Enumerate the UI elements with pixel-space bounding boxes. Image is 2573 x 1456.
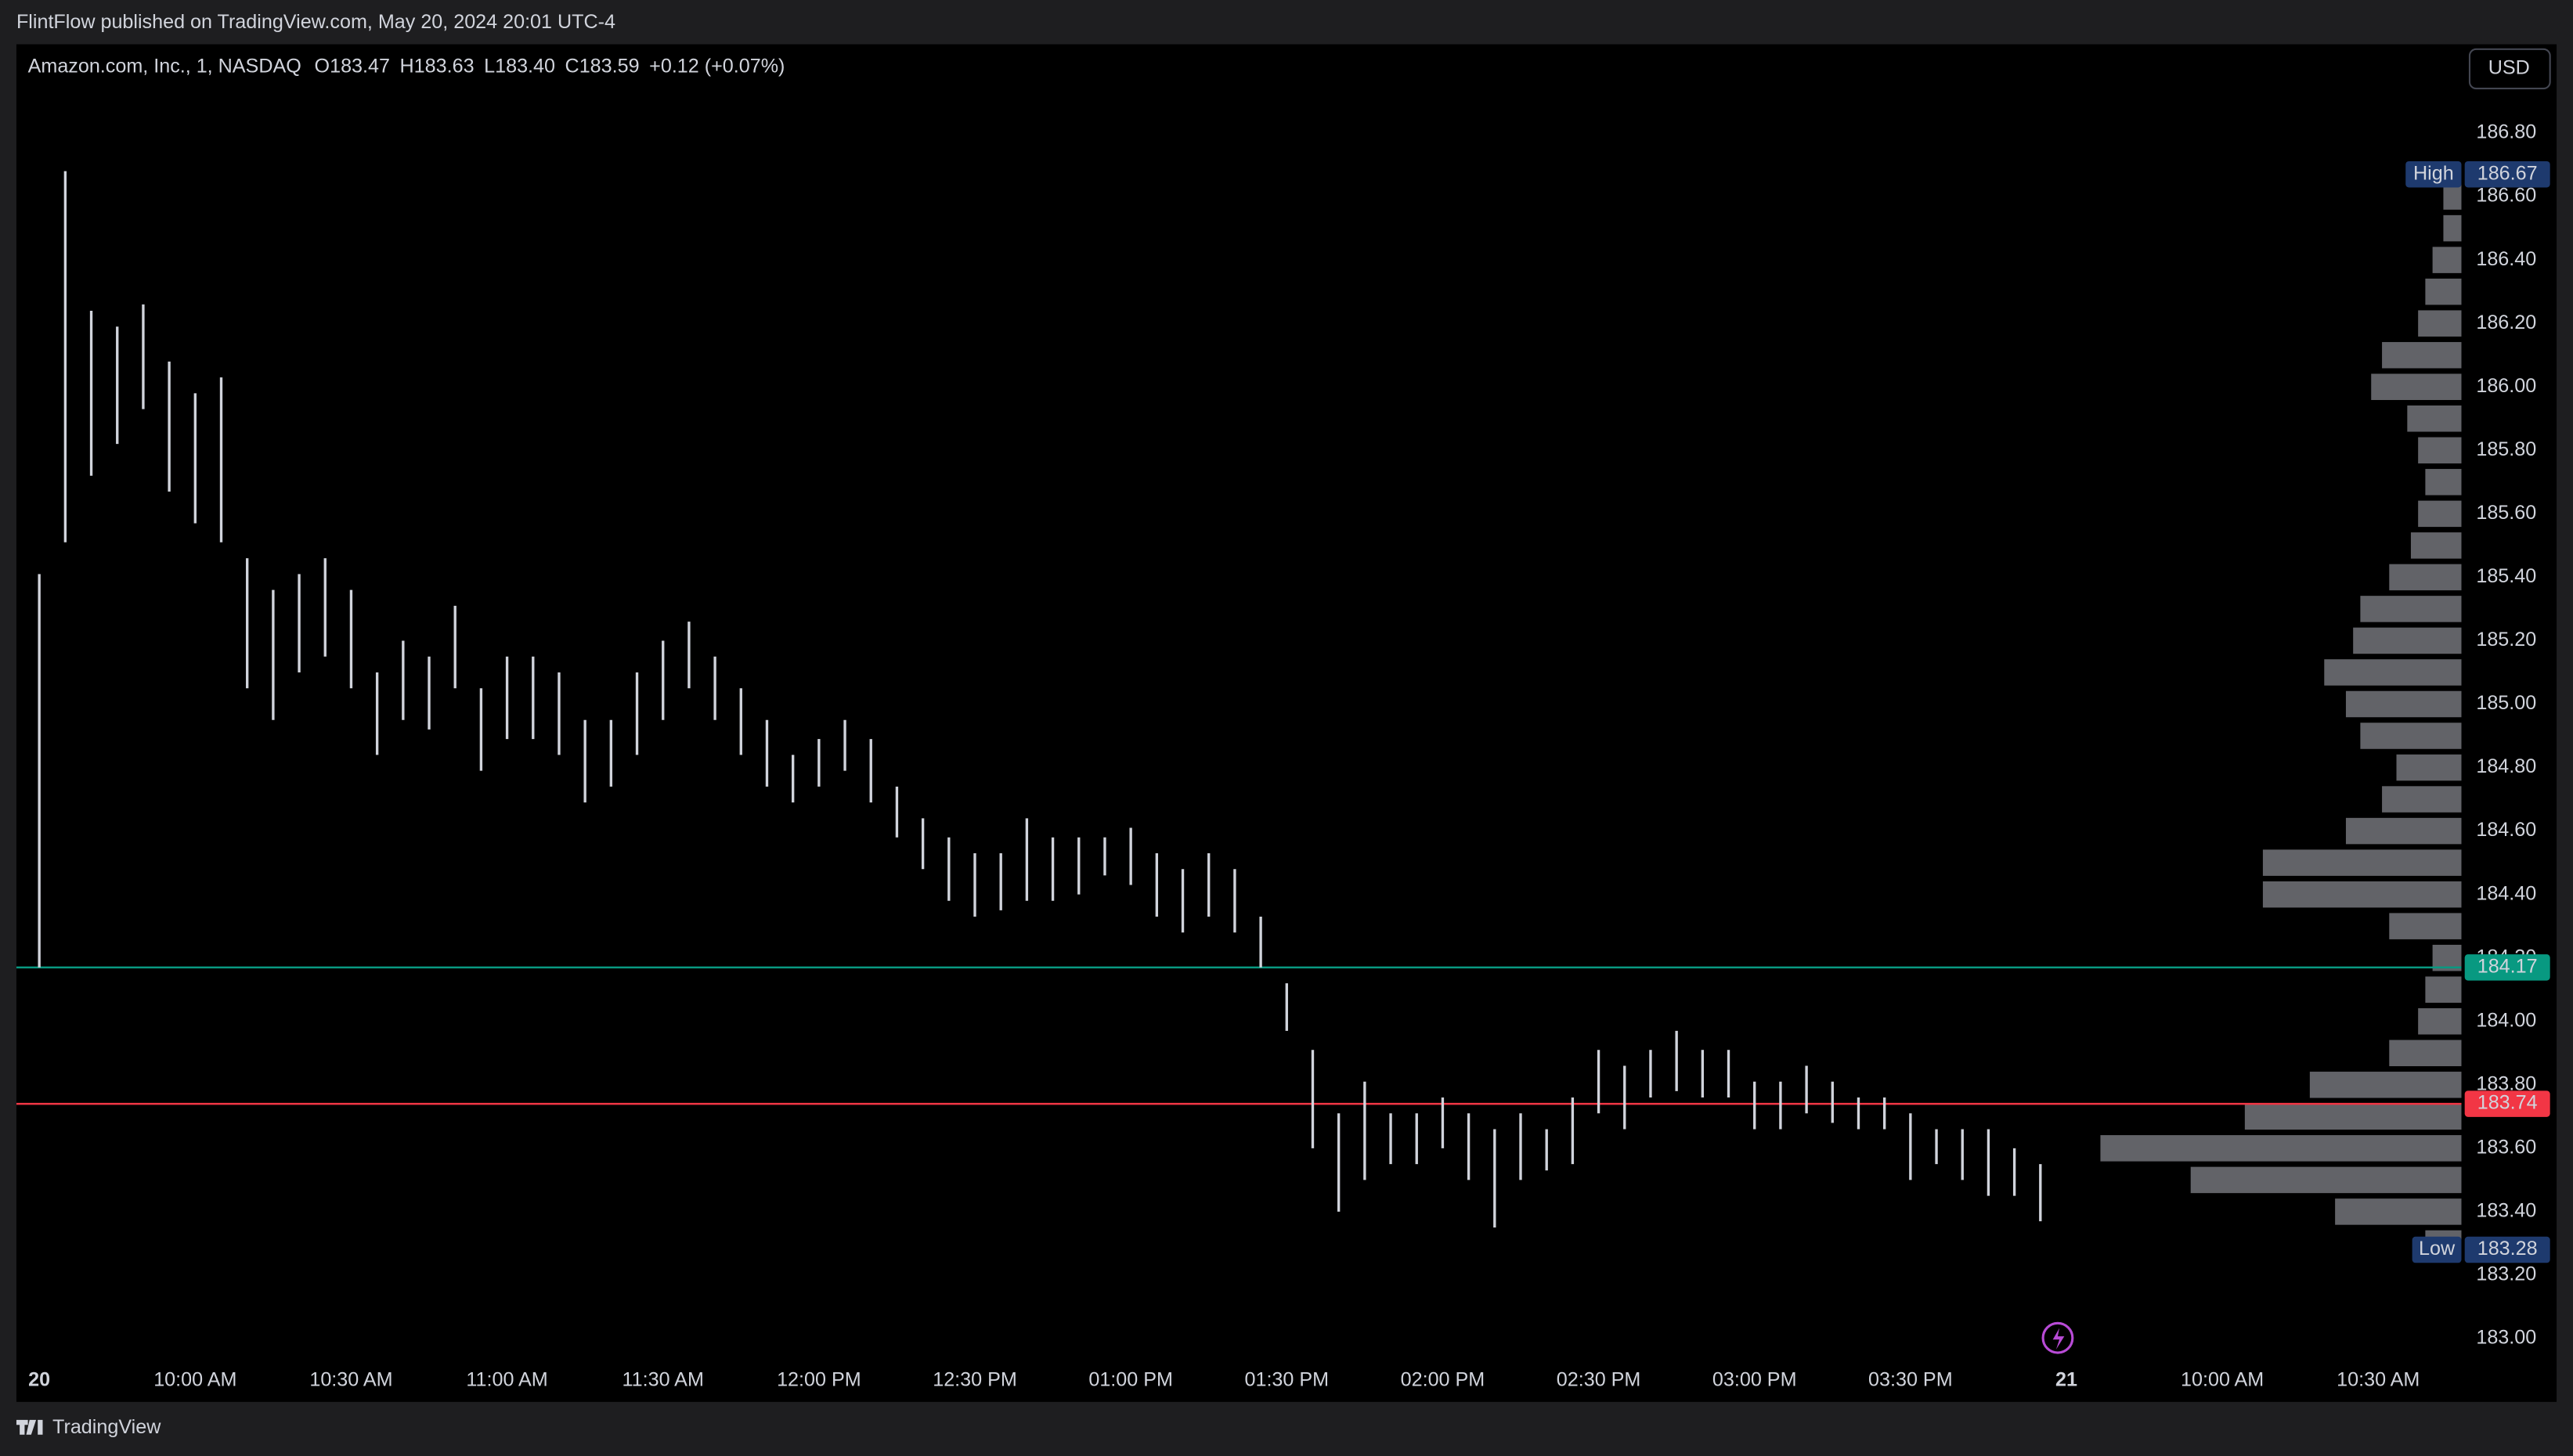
volume-profile-bar xyxy=(2418,500,2462,528)
volume-profile-bar xyxy=(2407,405,2462,432)
volume-profile-bar xyxy=(2425,976,2462,1003)
volume-profile-bar xyxy=(2418,310,2462,337)
x-tick-label: 11:00 AM xyxy=(466,1368,547,1390)
x-tick-label: 02:00 PM xyxy=(1401,1368,1485,1390)
high-tag xyxy=(2464,160,2550,188)
y-tick-label: 186.00 xyxy=(2476,375,2536,397)
high-label-box xyxy=(2405,160,2462,188)
y-tick-label: 184.60 xyxy=(2476,819,2536,841)
volume-profile-bar xyxy=(2432,247,2462,273)
low-label-box xyxy=(2412,1236,2462,1263)
volume-profile-bar xyxy=(2425,278,2462,305)
x-tick-label: 12:30 PM xyxy=(933,1368,1017,1390)
volume-profile-bar xyxy=(2360,596,2462,622)
y-tick-label: 186.60 xyxy=(2476,185,2536,207)
low-label: Low xyxy=(2419,1238,2456,1260)
x-tick-label: 03:00 PM xyxy=(1712,1368,1797,1390)
x-tick-label: 10:00 AM xyxy=(2181,1368,2264,1390)
volume-profile-bar xyxy=(2382,786,2462,813)
volume-profile-bar xyxy=(2262,881,2462,908)
ohlc-value: L183.40 xyxy=(484,56,555,77)
low-tag xyxy=(2464,1236,2550,1263)
y-tick-label: 183.20 xyxy=(2476,1263,2536,1285)
ohlc-value: O183.47 xyxy=(315,56,390,77)
y-tick-label: 185.20 xyxy=(2476,629,2536,651)
y-tick-label: 183.00 xyxy=(2476,1327,2536,1349)
footer: TradingView xyxy=(52,1416,161,1438)
volume-profile-bar xyxy=(2100,1135,2462,1162)
ohlc-value: +0.12 (+0.07%) xyxy=(649,56,785,77)
price-tag-label: 183.74 xyxy=(2477,1092,2538,1114)
x-tick-label: 11:30 AM xyxy=(622,1368,704,1390)
volume-profile-bar xyxy=(2371,373,2462,400)
volume-profile-bar xyxy=(2353,627,2462,654)
volume-profile-bar xyxy=(2262,849,2462,876)
volume-profile-bar xyxy=(2382,341,2462,369)
x-tick-label: 21 xyxy=(2055,1368,2077,1390)
x-tick-label: 03:30 PM xyxy=(1868,1368,1953,1390)
publisher: FlintFlow published on TradingView.com, … xyxy=(16,11,615,33)
y-tick-label: 184.80 xyxy=(2476,755,2536,777)
x-tick-label: 01:00 PM xyxy=(1088,1368,1173,1390)
y-tick-label: 185.40 xyxy=(2476,565,2536,587)
y-tick-label: 185.00 xyxy=(2476,692,2536,714)
y-tick-label: 184.40 xyxy=(2476,882,2536,904)
events-icon[interactable] xyxy=(2041,1321,2074,1354)
currency: USD xyxy=(2488,57,2530,79)
volume-profile-bar xyxy=(2396,754,2462,781)
price-tag-label: 184.17 xyxy=(2477,956,2538,978)
logo xyxy=(16,1419,43,1435)
volume-profile-bar xyxy=(2389,1040,2462,1067)
chart-area xyxy=(16,44,2557,1402)
ohlc-value: H183.63 xyxy=(400,56,475,77)
y-tick-label: 185.60 xyxy=(2476,502,2536,524)
volume-profile-bar xyxy=(2443,214,2462,242)
price-tag xyxy=(2464,1090,2550,1117)
x-tick-label: 01:30 PM xyxy=(1245,1368,1330,1390)
currency-button[interactable] xyxy=(2468,48,2551,90)
y-tick-label: 186.40 xyxy=(2476,248,2536,270)
x-tick-label: 12:00 PM xyxy=(777,1368,861,1390)
volume-profile-bar xyxy=(2360,723,2462,749)
high-label: High xyxy=(2413,162,2454,184)
x-tick-label: 20 xyxy=(28,1368,50,1390)
volume-profile-bar xyxy=(2418,1007,2462,1035)
volume-profile-bar xyxy=(2244,1103,2462,1130)
volume-profile-bar xyxy=(2410,532,2462,559)
volume-profile-bar xyxy=(2389,564,2462,591)
low-tag-value: 183.28 xyxy=(2477,1238,2538,1260)
y-tick-label: 183.60 xyxy=(2476,1136,2536,1158)
volume-profile-bar xyxy=(2425,469,2462,496)
y-tick-label: 184.00 xyxy=(2476,1009,2536,1031)
volume-profile-bar xyxy=(2335,1198,2462,1225)
price-tag xyxy=(2464,954,2550,981)
x-tick-label: 10:00 AM xyxy=(153,1368,236,1390)
x-tick-label: 10:30 AM xyxy=(309,1368,392,1390)
chart-title: Amazon.com, Inc., 1, NASDAQ xyxy=(28,56,301,77)
volume-profile-bar xyxy=(2345,817,2462,845)
x-tick-label: 10:30 AM xyxy=(2337,1368,2420,1390)
y-tick-label: 186.80 xyxy=(2476,121,2536,143)
events-bolt xyxy=(2052,1328,2065,1350)
volume-profile-bar xyxy=(2443,183,2462,210)
y-tick-label: 183.40 xyxy=(2476,1200,2536,1222)
volume-profile-bar xyxy=(2309,1072,2462,1098)
volume-profile-bar xyxy=(2345,690,2462,718)
volume-profile-bar xyxy=(2418,437,2462,464)
volume-profile-bar xyxy=(2190,1166,2462,1194)
ohlc-value: C183.59 xyxy=(565,56,640,77)
y-tick-label: 185.80 xyxy=(2476,438,2536,460)
x-tick-label: 02:30 PM xyxy=(1557,1368,1641,1390)
high-tag-value: 186.67 xyxy=(2477,162,2538,184)
volume-profile-bar xyxy=(2324,659,2462,686)
y-tick-label: 186.20 xyxy=(2476,312,2536,333)
volume-profile-bar xyxy=(2389,913,2462,939)
